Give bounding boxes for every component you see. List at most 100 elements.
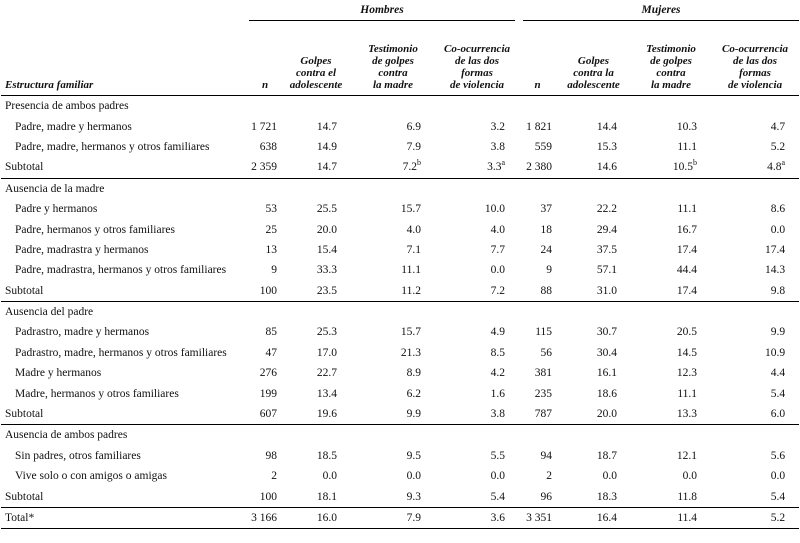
column-header: Co-ocurrencia de las dos formas de viole… bbox=[435, 20, 520, 96]
cell: 4.8a bbox=[711, 157, 799, 178]
cell: 3.2 bbox=[490, 120, 506, 133]
cell: 7.9 bbox=[406, 140, 421, 153]
cell: 53 bbox=[265, 203, 278, 216]
cell: 18.1 bbox=[316, 490, 337, 503]
table-row: Padrastro, madre y hermanos 85 25.3 15.7 4.9… bbox=[1, 322, 799, 342]
cell: 17.0 bbox=[316, 346, 337, 359]
row-label: Padre y hermanos bbox=[15, 203, 98, 216]
cell: 14.7 bbox=[316, 161, 337, 174]
cell: 5.2 bbox=[711, 506, 800, 530]
cell: 4.7 bbox=[770, 120, 786, 133]
cell: 5.4 bbox=[490, 490, 506, 503]
empty-cell bbox=[281, 424, 351, 446]
row-label: Padrastro, madre y hermanos bbox=[15, 326, 150, 339]
cell-value: 7.2 bbox=[402, 161, 417, 174]
cell: 22.7 bbox=[316, 367, 337, 380]
cell: 3.6 bbox=[435, 506, 520, 530]
cell: 0.0 bbox=[770, 223, 786, 236]
cell: 25.3 bbox=[316, 326, 337, 339]
row-label: Sin padres, otros familiares bbox=[15, 449, 141, 462]
table-row: Sin padres, otros familiares 98 18.5 9.5 5.5… bbox=[1, 446, 799, 466]
column-header: Golpes contra el adolescente bbox=[281, 20, 351, 96]
empty-cell bbox=[351, 96, 435, 117]
cell: 9.5 bbox=[406, 449, 421, 462]
cell: 0.0 bbox=[322, 470, 337, 483]
cell: 7.2b bbox=[351, 157, 435, 178]
cell: 7.9 bbox=[351, 506, 435, 530]
cell: 13.4 bbox=[316, 387, 337, 400]
cell: 15.4 bbox=[316, 243, 337, 256]
cell: 5.5 bbox=[490, 449, 506, 462]
empty-cell bbox=[281, 300, 351, 323]
cell: 94 bbox=[540, 449, 553, 462]
row-label: Subtotal bbox=[5, 408, 44, 421]
row-label: Padre, madre y hermanos bbox=[15, 120, 132, 133]
cell: 4.4 bbox=[770, 367, 786, 380]
cell: 7.2 bbox=[490, 284, 506, 297]
empty-cell bbox=[519, 300, 557, 323]
blank bbox=[1, 0, 249, 21]
cell: 12.1 bbox=[676, 449, 698, 462]
column-header: Golpes contra la adolescente bbox=[556, 20, 632, 96]
cell: 25.5 bbox=[316, 203, 337, 216]
cell: 4.2 bbox=[490, 367, 506, 380]
cell: 6.0 bbox=[770, 408, 786, 421]
cell: 56 bbox=[540, 346, 553, 359]
empty-cell bbox=[351, 300, 435, 323]
cell-value: 4.8 bbox=[767, 161, 782, 174]
cell: 2 380 bbox=[526, 161, 553, 174]
cell: 10.9 bbox=[764, 346, 786, 359]
data-table: Hombres Mujeres Estructura familiar n Golp… bbox=[1, 0, 800, 530]
table-row: Padre, madre y hermanos 1 721 14.7 6.9 3.2 1 … bbox=[1, 116, 799, 136]
cell-value: 3.3 bbox=[487, 161, 502, 174]
cell: 10.3 bbox=[676, 120, 698, 133]
cell: 11.8 bbox=[677, 490, 698, 503]
empty-cell bbox=[351, 424, 435, 446]
empty-cell bbox=[435, 177, 520, 199]
cell: 199 bbox=[259, 387, 277, 400]
cell: 18.3 bbox=[596, 490, 618, 503]
empty-cell bbox=[435, 96, 519, 117]
cell: 24 bbox=[540, 243, 553, 256]
cell: 15.3 bbox=[596, 140, 618, 153]
table-row: Subtotal 100 18.1 9.3 5.4 96 18.3 11.8 5.4 bbox=[1, 486, 799, 507]
cell: 17.4 bbox=[676, 243, 698, 256]
cell: 18.7 bbox=[596, 449, 618, 462]
cell: 9.9 bbox=[770, 326, 786, 339]
empty-cell bbox=[711, 300, 800, 323]
cell: 18.6 bbox=[596, 387, 618, 400]
empty-cell bbox=[281, 177, 351, 199]
cell: 20.0 bbox=[596, 408, 618, 421]
column-header: n bbox=[249, 20, 281, 96]
cell: 8.9 bbox=[406, 367, 421, 380]
cell: 14.4 bbox=[596, 120, 618, 133]
empty-cell bbox=[351, 177, 435, 199]
cell: 17.4 bbox=[764, 243, 786, 256]
cell: 11.1 bbox=[677, 203, 698, 216]
cell: 0.0 bbox=[682, 470, 698, 483]
cell: 3.8 bbox=[490, 408, 506, 421]
empty-cell bbox=[249, 300, 281, 323]
cell: 15.7 bbox=[400, 326, 421, 339]
cell: 4.9 bbox=[490, 326, 506, 339]
empty-cell bbox=[556, 424, 632, 446]
cell: 0.0 bbox=[490, 470, 506, 483]
row-label: Madre, hermanos y otros familiares bbox=[15, 387, 179, 400]
table-row: Vive solo o con amigos o amigas 2 0.0 0.0 0.… bbox=[1, 466, 799, 486]
cell: 5.4 bbox=[770, 387, 786, 400]
empty-cell bbox=[711, 424, 800, 446]
empty-cell bbox=[556, 177, 632, 199]
section-title: Ausencia de ambos padres bbox=[1, 424, 249, 446]
cell: 44.4 bbox=[676, 264, 698, 277]
empty-cell bbox=[556, 96, 631, 117]
row-label: Padre, madrastra, hermanos y otros famil… bbox=[15, 264, 227, 277]
column-header: Testimonio de golpes contra la madre bbox=[631, 20, 712, 96]
cell: 3 351 bbox=[519, 506, 557, 530]
cell: 4.0 bbox=[490, 223, 506, 236]
table-row: Madre y hermanos 276 22.7 8.9 4.2 381 16.1 12.3… bbox=[1, 363, 799, 383]
cell: 15.7 bbox=[400, 203, 421, 216]
cell: 18 bbox=[540, 223, 553, 236]
footnote-mark: b bbox=[417, 158, 421, 168]
cell: 4.0 bbox=[406, 223, 421, 236]
cell: 0.0 bbox=[490, 264, 506, 277]
